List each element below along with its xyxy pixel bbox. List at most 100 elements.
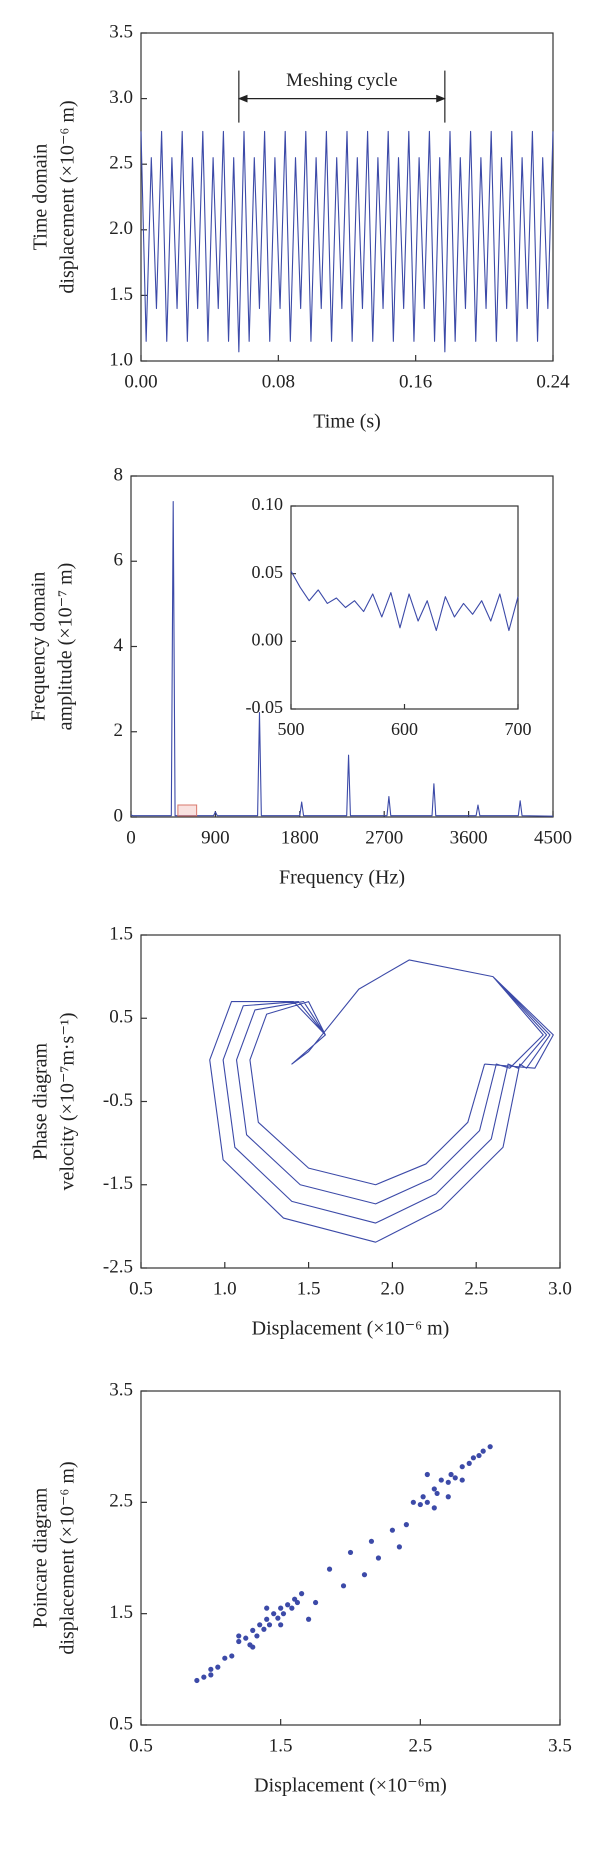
data-point (236, 1633, 242, 1639)
data-point (280, 1611, 287, 1617)
data-point (299, 1591, 305, 1597)
data-point (368, 1538, 375, 1544)
data-point (445, 1479, 451, 1485)
data-point (403, 1522, 409, 1528)
data-point (275, 1615, 281, 1621)
x-tick-label: 3.5 (548, 1735, 572, 1756)
y-tick-label: 2 (114, 720, 124, 741)
x-tick-label: 900 (201, 827, 230, 848)
y-tick-label: 0.10 (252, 494, 284, 514)
data-point (229, 1653, 235, 1659)
x-tick-label: 0.16 (399, 371, 432, 392)
y-tick-label: 3.5 (109, 21, 133, 42)
data-point (361, 1572, 368, 1578)
inset-background (291, 506, 518, 709)
x-tick-label: 2700 (365, 827, 403, 848)
data-point (254, 1633, 260, 1639)
x-tick-label: 3.0 (548, 1278, 572, 1299)
y-axis-label: amplitude (×10⁻⁷ m) (55, 563, 77, 731)
x-tick-label: 2.0 (381, 1278, 405, 1299)
x-tick-label: 0.5 (129, 1735, 153, 1756)
data-point (420, 1494, 426, 1500)
data-point (452, 1475, 458, 1481)
data-point (250, 1644, 256, 1650)
data-point (312, 1599, 319, 1606)
y-tick-label: 0 (114, 805, 124, 826)
y-tick-label: 1.5 (109, 284, 133, 305)
x-tick-label: 1.5 (297, 1278, 321, 1299)
y-tick-label: 0.05 (252, 562, 284, 582)
data-point (236, 1638, 242, 1645)
y-axis-label: Frequency domain (28, 572, 50, 721)
y-tick-label: -2.5 (103, 1256, 133, 1277)
data-point (285, 1602, 291, 1608)
y-tick-label: 2.0 (109, 218, 133, 239)
x-tick-label: 600 (391, 719, 418, 739)
x-tick-label: 0.00 (124, 371, 157, 392)
x-tick-label: 2.5 (408, 1735, 432, 1756)
inset-region (177, 804, 198, 817)
x-tick-label: 0 (126, 827, 136, 848)
y-tick-label: 0.5 (109, 1007, 133, 1028)
data-point (431, 1486, 437, 1492)
data-point (459, 1464, 465, 1470)
y-tick-label: 1.5 (109, 1602, 133, 1623)
data-point (445, 1494, 451, 1500)
x-tick-label: 0.5 (129, 1278, 153, 1299)
y-tick-label: 2.5 (109, 153, 133, 174)
data-point (424, 1499, 430, 1505)
data-point (306, 1616, 312, 1622)
data-point (434, 1490, 440, 1497)
data-point (257, 1622, 263, 1628)
data-point (271, 1611, 277, 1617)
data-point (389, 1527, 395, 1533)
y-tick-label: -1.5 (103, 1173, 133, 1194)
data-point (294, 1599, 301, 1606)
data-point (278, 1605, 284, 1611)
x-tick-label: 0.08 (262, 371, 295, 392)
y-tick-label: 0.5 (109, 1713, 133, 1734)
y-tick-label: 1.0 (109, 349, 133, 370)
data-point (266, 1622, 273, 1628)
data-point (470, 1455, 477, 1461)
x-tick-label: 3600 (450, 827, 488, 848)
x-tick-label: 0.24 (536, 371, 570, 392)
data-point (264, 1605, 270, 1611)
data-point (222, 1655, 228, 1661)
y-tick-label: 6 (114, 550, 124, 571)
y-tick-label: 1.5 (109, 923, 133, 944)
data-point (243, 1635, 249, 1641)
y-tick-label: -0.05 (246, 697, 284, 717)
x-tick-label: 2.5 (464, 1278, 488, 1299)
data-point (396, 1544, 402, 1550)
y-tick-label: 0.00 (252, 629, 284, 649)
data-point (487, 1444, 493, 1450)
y-axis-label: Poincare diagram (30, 1487, 52, 1628)
data-line (140, 130, 554, 353)
x-tick-label: 1800 (281, 827, 319, 848)
y-tick-label: 8 (114, 464, 124, 485)
data-point (448, 1471, 454, 1478)
y-tick-label: -0.5 (103, 1090, 133, 1111)
data-point (466, 1460, 472, 1466)
data-line (130, 501, 554, 817)
x-axis-label: Time (s) (313, 411, 381, 433)
x-axis-label: Displacement (×10⁻⁶m) (254, 1775, 447, 1797)
data-point (459, 1477, 465, 1483)
y-axis-label: Phase diagram (30, 1042, 52, 1160)
data-point (424, 1471, 430, 1478)
plot-frame (140, 1390, 561, 1726)
data-point (194, 1677, 200, 1684)
data-line (209, 959, 554, 1243)
data-point (208, 1672, 214, 1678)
data-point (261, 1626, 267, 1632)
data-point (410, 1499, 416, 1505)
y-tick-label: 4 (114, 635, 124, 656)
data-point (201, 1674, 207, 1680)
data-point (438, 1477, 444, 1483)
x-axis-label: Displacement (×10⁻⁶ m) (252, 1318, 450, 1340)
x-tick-label: 700 (505, 719, 532, 739)
data-point (417, 1501, 423, 1508)
